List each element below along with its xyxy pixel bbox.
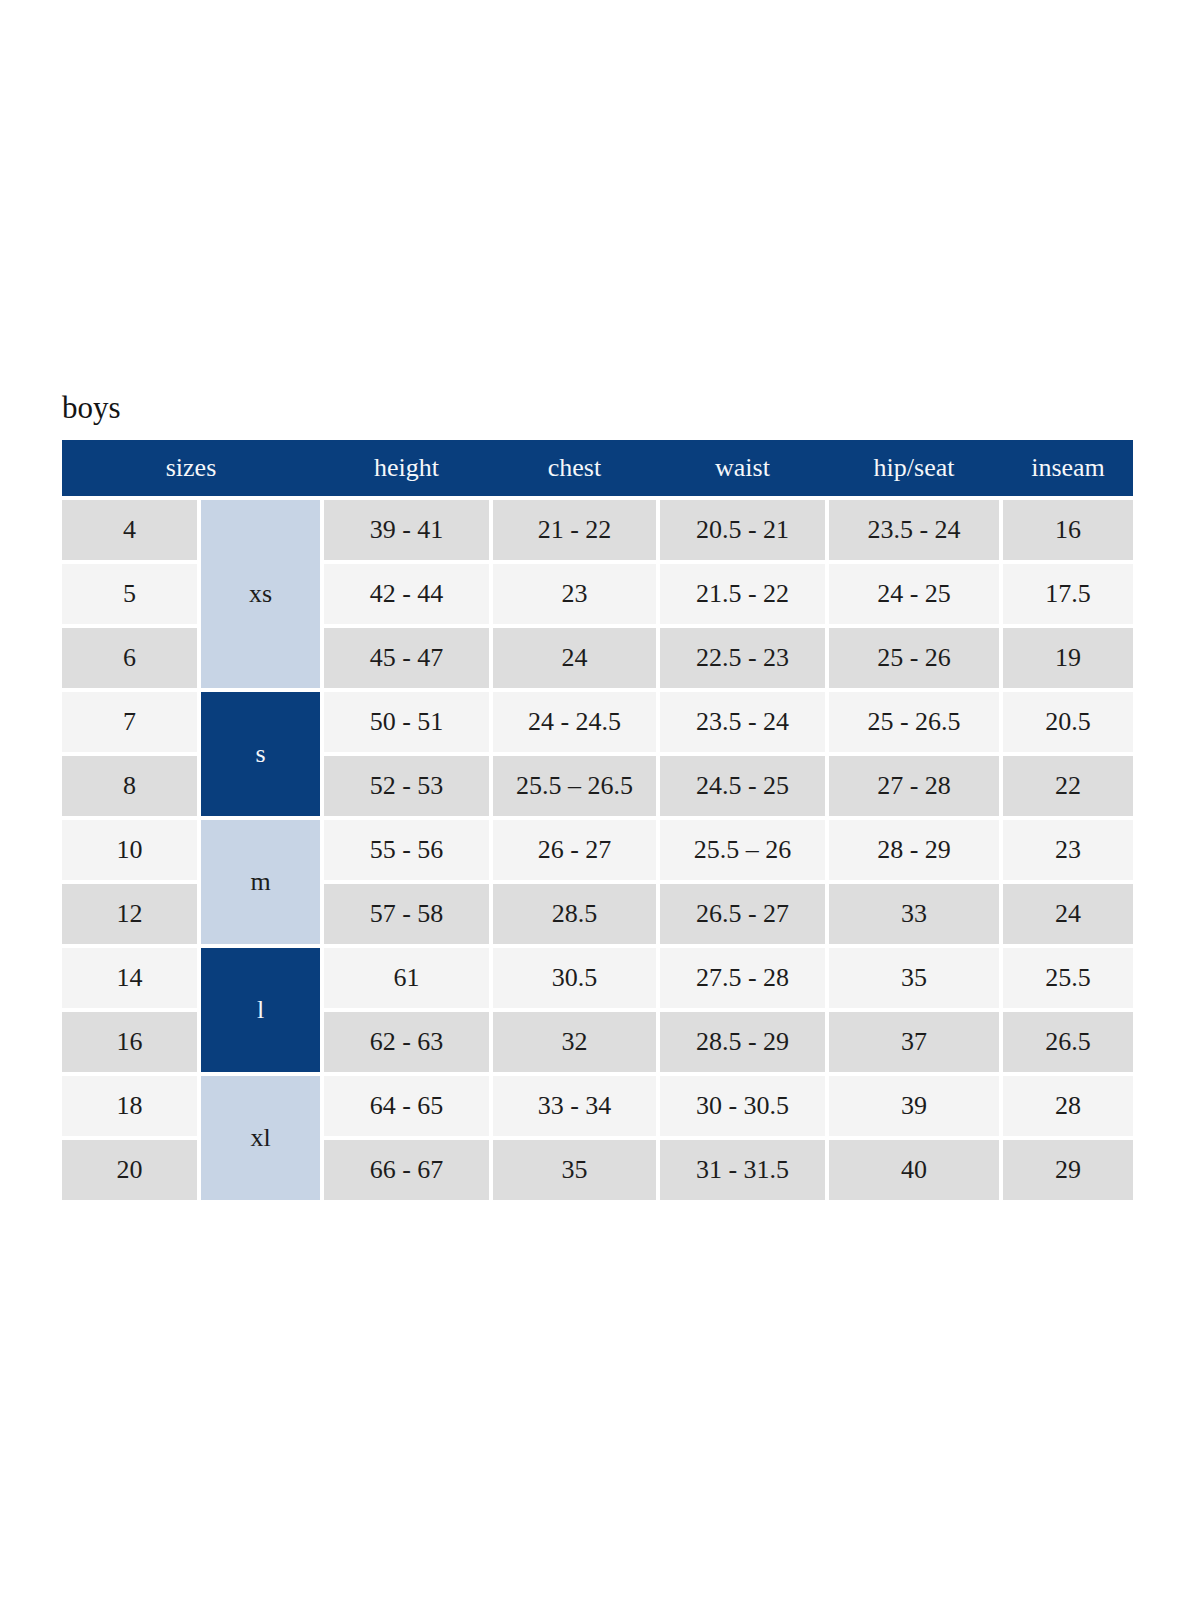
size-cell: 8 xyxy=(62,756,197,816)
inseam-cell: 28 xyxy=(1003,1076,1133,1136)
size-cell: 18 xyxy=(62,1076,197,1136)
inseam-cell: 29 xyxy=(1003,1140,1133,1200)
size-cell: 20 xyxy=(62,1140,197,1200)
inseam-cell: 25.5 xyxy=(1003,948,1133,1008)
chest-cell: 25.5 – 26.5 xyxy=(493,756,656,816)
size-cell: 14 xyxy=(62,948,197,1008)
waist-cell: 27.5 - 28 xyxy=(660,948,825,1008)
hip-seat-cell: 33 xyxy=(829,884,999,944)
height-cell: 62 - 63 xyxy=(324,1012,489,1072)
waist-cell: 25.5 – 26 xyxy=(660,820,825,880)
chest-cell: 35 xyxy=(493,1140,656,1200)
height-cell: 52 - 53 xyxy=(324,756,489,816)
height-cell: 45 - 47 xyxy=(324,628,489,688)
size-cell: 5 xyxy=(62,564,197,624)
waist-cell: 20.5 - 21 xyxy=(660,500,825,560)
waist-cell: 30 - 30.5 xyxy=(660,1076,825,1136)
height-cell: 66 - 67 xyxy=(324,1140,489,1200)
size-group-cell: s xyxy=(201,692,320,816)
hip-seat-cell: 25 - 26 xyxy=(829,628,999,688)
size-cell: 7 xyxy=(62,692,197,752)
height-cell: 64 - 65 xyxy=(324,1076,489,1136)
chest-cell: 24 - 24.5 xyxy=(493,692,656,752)
height-cell: 50 - 51 xyxy=(324,692,489,752)
column-header-waist: waist xyxy=(660,453,825,483)
size-cell: 12 xyxy=(62,884,197,944)
chest-cell: 33 - 34 xyxy=(493,1076,656,1136)
table-header-row: sizes height chest waist hip/seat inseam xyxy=(62,440,1133,496)
hip-seat-cell: 24 - 25 xyxy=(829,564,999,624)
hip-seat-cell: 35 xyxy=(829,948,999,1008)
inseam-cell: 26.5 xyxy=(1003,1012,1133,1072)
chest-cell: 28.5 xyxy=(493,884,656,944)
waist-cell: 24.5 - 25 xyxy=(660,756,825,816)
hip-seat-cell: 25 - 26.5 xyxy=(829,692,999,752)
size-cell: 6 xyxy=(62,628,197,688)
inseam-cell: 24 xyxy=(1003,884,1133,944)
waist-cell: 31 - 31.5 xyxy=(660,1140,825,1200)
column-header-inseam: inseam xyxy=(1003,453,1133,483)
size-cell: 10 xyxy=(62,820,197,880)
inseam-cell: 19 xyxy=(1003,628,1133,688)
inseam-cell: 22 xyxy=(1003,756,1133,816)
chest-cell: 30.5 xyxy=(493,948,656,1008)
inseam-cell: 16 xyxy=(1003,500,1133,560)
waist-cell: 21.5 - 22 xyxy=(660,564,825,624)
hip-seat-cell: 39 xyxy=(829,1076,999,1136)
height-cell: 39 - 41 xyxy=(324,500,489,560)
column-header-chest: chest xyxy=(493,453,656,483)
chest-cell: 26 - 27 xyxy=(493,820,656,880)
size-group-cell: l xyxy=(201,948,320,1072)
size-group-cell: xs xyxy=(201,500,320,688)
hip-seat-cell: 23.5 - 24 xyxy=(829,500,999,560)
hip-seat-cell: 37 xyxy=(829,1012,999,1072)
waist-cell: 22.5 - 23 xyxy=(660,628,825,688)
size-group-cell: xl xyxy=(201,1076,320,1200)
waist-cell: 28.5 - 29 xyxy=(660,1012,825,1072)
hip-seat-cell: 27 - 28 xyxy=(829,756,999,816)
inseam-cell: 23 xyxy=(1003,820,1133,880)
column-header-height: height xyxy=(324,453,489,483)
hip-seat-cell: 40 xyxy=(829,1140,999,1200)
inseam-cell: 20.5 xyxy=(1003,692,1133,752)
height-cell: 57 - 58 xyxy=(324,884,489,944)
column-header-hip-seat: hip/seat xyxy=(829,453,999,483)
size-cell: 16 xyxy=(62,1012,197,1072)
chest-cell: 23 xyxy=(493,564,656,624)
size-cell: 4 xyxy=(62,500,197,560)
chest-cell: 21 - 22 xyxy=(493,500,656,560)
page-title: boys xyxy=(62,392,121,425)
table-body: 439 - 4121 - 2220.5 - 2123.5 - 2416542 -… xyxy=(62,500,1133,1200)
boys-size-chart: sizes height chest waist hip/seat inseam… xyxy=(62,440,1133,1200)
chest-cell: 32 xyxy=(493,1012,656,1072)
inseam-cell: 17.5 xyxy=(1003,564,1133,624)
height-cell: 55 - 56 xyxy=(324,820,489,880)
height-cell: 61 xyxy=(324,948,489,1008)
column-header-sizes: sizes xyxy=(62,453,320,483)
height-cell: 42 - 44 xyxy=(324,564,489,624)
chest-cell: 24 xyxy=(493,628,656,688)
hip-seat-cell: 28 - 29 xyxy=(829,820,999,880)
size-group-cell: m xyxy=(201,820,320,944)
waist-cell: 26.5 - 27 xyxy=(660,884,825,944)
waist-cell: 23.5 - 24 xyxy=(660,692,825,752)
